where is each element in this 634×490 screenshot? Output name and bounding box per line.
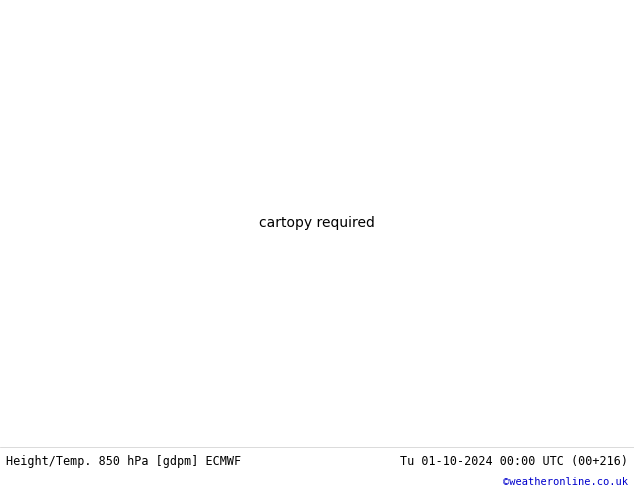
Text: cartopy required: cartopy required [259, 216, 375, 230]
Text: Tu 01-10-2024 00:00 UTC (00+216): Tu 01-10-2024 00:00 UTC (00+216) [399, 455, 628, 468]
Text: Height/Temp. 850 hPa [gdpm] ECMWF: Height/Temp. 850 hPa [gdpm] ECMWF [6, 455, 242, 468]
Text: ©weatheronline.co.uk: ©weatheronline.co.uk [503, 477, 628, 487]
